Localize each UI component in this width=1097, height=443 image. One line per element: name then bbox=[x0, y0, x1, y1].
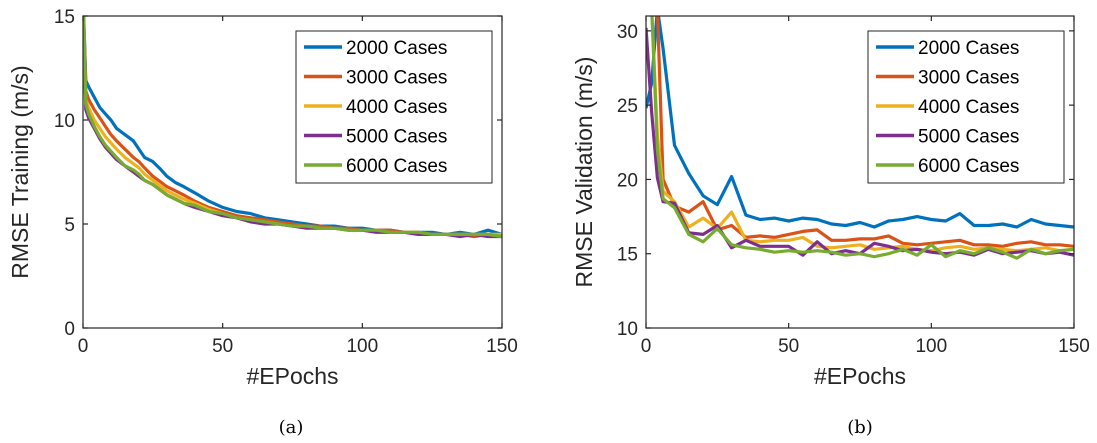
legend-label-4: 5000 Cases bbox=[918, 127, 1019, 148]
chart-a: 0 50 100 150 0 5 10 15 #EPochs RMSE Training (m/s… bbox=[7, 7, 518, 438]
x-tick-label: 100 bbox=[346, 336, 378, 357]
y-axis-label: RMSE Training (m/s) bbox=[7, 65, 33, 278]
series-line-1 bbox=[646, 16, 1074, 229]
legend-label-1: 2000 Cases bbox=[918, 38, 1019, 59]
x-tick-label: 150 bbox=[1058, 336, 1090, 357]
legend-label-5: 6000 Cases bbox=[346, 156, 447, 177]
legend-label-5: 6000 Cases bbox=[918, 156, 1019, 177]
legend-label-3: 4000 Cases bbox=[918, 97, 1019, 118]
y-tick-label: 10 bbox=[617, 319, 638, 340]
y-tick-label: 20 bbox=[617, 170, 638, 191]
legend-label-4: 5000 Cases bbox=[346, 127, 447, 148]
y-tick-label: 0 bbox=[64, 319, 75, 340]
legend: 2000 Cases 3000 Cases 4000 Cases 5000 Cases… bbox=[295, 30, 493, 184]
x-tick-label: 100 bbox=[915, 336, 947, 357]
axes-box bbox=[82, 15, 503, 329]
legend-label-2: 3000 Cases bbox=[918, 68, 1019, 89]
y-tick-label: 15 bbox=[54, 7, 75, 28]
series-line-5 bbox=[83, 16, 502, 239]
legend: 2000 Cases 3000 Cases 4000 Cases 5000 Cases… bbox=[867, 30, 1065, 184]
axes-box bbox=[645, 15, 1075, 329]
x-tick-label: 0 bbox=[641, 336, 652, 357]
y-axis-label: RMSE Validation (m/s) bbox=[571, 57, 597, 288]
y-tick-label: 25 bbox=[617, 96, 638, 117]
y-tick-label: 5 bbox=[64, 215, 75, 236]
x-tick-label: 50 bbox=[778, 336, 799, 357]
chart-b: 0 50 100 150 10 15 20 25 30 #EPochs RMSE Validatio… bbox=[571, 15, 1090, 438]
series-line-5 bbox=[650, 16, 1074, 260]
series-line-3 bbox=[650, 16, 1074, 253]
x-tick-label: 0 bbox=[78, 336, 89, 357]
legend-label-2: 3000 Cases bbox=[346, 68, 447, 89]
panel-caption: (b) bbox=[847, 417, 873, 438]
y-tick-label: 10 bbox=[54, 111, 75, 132]
legend-label-1: 2000 Cases bbox=[346, 38, 447, 59]
y-tick-label: 15 bbox=[617, 245, 638, 266]
panel-caption: (a) bbox=[279, 417, 304, 438]
series-line-2 bbox=[656, 16, 1074, 248]
x-axis-label: #EPochs bbox=[246, 363, 338, 389]
x-axis-label: #EPochs bbox=[814, 363, 906, 389]
y-tick-label: 30 bbox=[617, 22, 638, 43]
x-tick-label: 50 bbox=[212, 336, 233, 357]
x-tick-label: 150 bbox=[486, 336, 518, 357]
legend-label-3: 4000 Cases bbox=[346, 97, 447, 118]
